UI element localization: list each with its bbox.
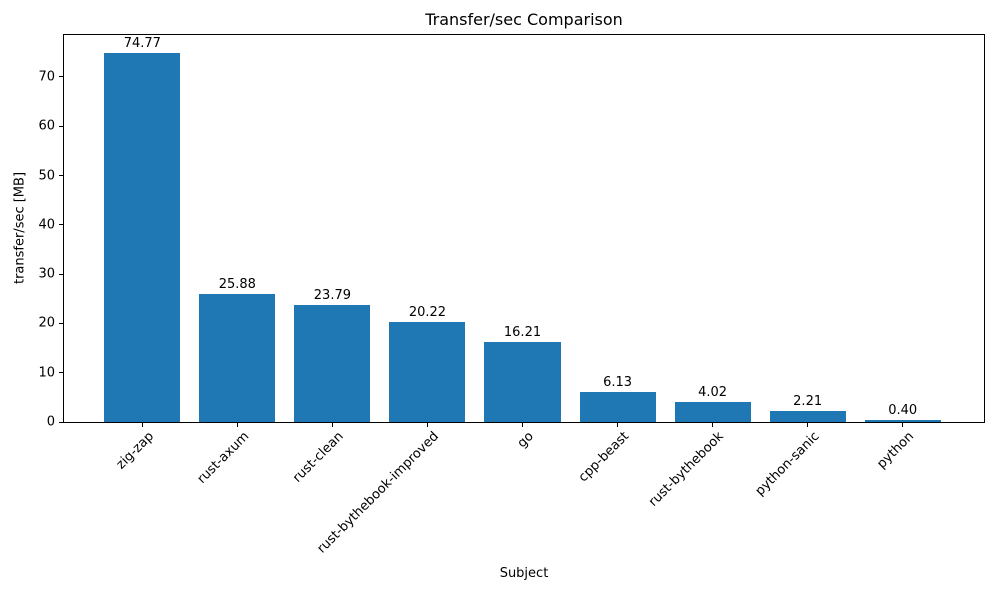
x-tick-label: zig-zap: [113, 429, 157, 473]
bar-value-label: 0.40: [888, 403, 918, 419]
bar: [864, 420, 941, 422]
x-tick: [426, 423, 428, 427]
bar: [389, 322, 466, 422]
x-tick: [617, 423, 619, 427]
y-tick: [59, 322, 63, 324]
y-tick-label: 50: [38, 168, 55, 183]
y-tick: [59, 175, 63, 176]
y-tick: [59, 224, 63, 226]
x-tick-label: rust-clean: [290, 429, 348, 486]
bar-value-label: 16.21: [503, 325, 542, 341]
y-tick: [59, 273, 63, 275]
x-tick: [522, 423, 523, 427]
bar: [579, 391, 656, 422]
y-tick: [59, 372, 63, 374]
bar: [769, 411, 846, 422]
y-tick-label: 10: [38, 365, 55, 381]
y-tick-label: 0: [46, 414, 55, 430]
x-tick: [141, 423, 143, 427]
x-axis-label: Subject: [499, 566, 549, 581]
bar-value-label: 74.77: [123, 36, 161, 52]
bar-value-label: 23.79: [313, 287, 351, 303]
plot-area: [63, 34, 985, 423]
x-tick-label: go: [515, 429, 538, 452]
y-tick: [59, 125, 63, 127]
y-tick-label: 20: [38, 315, 55, 331]
x-tick-label: rust-axum: [194, 429, 252, 487]
x-tick: [807, 423, 809, 427]
y-tick-label: 40: [38, 217, 55, 233]
y-tick: [59, 76, 63, 78]
bar-value-label: 6.13: [603, 374, 633, 390]
x-tick: [331, 423, 333, 427]
bar: [199, 294, 276, 422]
x-tick: [712, 423, 714, 427]
y-tick-label: 70: [38, 69, 55, 85]
x-tick-label: python-sanic: [752, 429, 823, 499]
y-tick-label: 60: [38, 118, 55, 134]
bar-value-label: 2.21: [793, 394, 823, 410]
x-tick: [902, 423, 904, 427]
x-tick-label: python: [874, 429, 918, 472]
bar: [294, 304, 371, 422]
bar: [674, 402, 751, 422]
y-axis-label: transfer/sec [MB]: [12, 171, 28, 285]
bar-value-label: 4.02: [698, 385, 728, 401]
chart-title: Transfer/sec Comparison: [425, 10, 623, 29]
x-tick-label: cpp-beast: [575, 429, 633, 486]
bar-value-label: 20.22: [408, 305, 447, 321]
bar-value-label: 25.88: [218, 277, 256, 293]
bar: [104, 53, 181, 422]
y-tick: [59, 421, 63, 423]
y-tick-label: 30: [38, 266, 55, 282]
x-tick-label: rust-bythebook: [646, 429, 728, 510]
x-tick: [236, 423, 238, 427]
bar: [484, 342, 561, 422]
